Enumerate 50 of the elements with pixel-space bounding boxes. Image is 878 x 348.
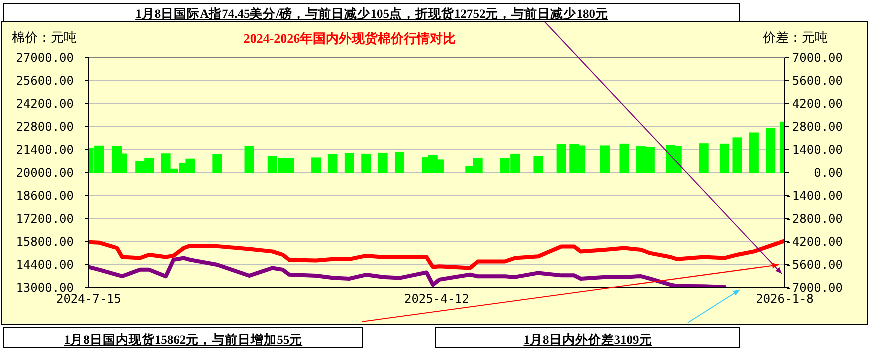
bar — [328, 154, 338, 173]
y2-tick-label: -7000.00 — [785, 281, 843, 295]
y-tick-label: 14400.00 — [16, 258, 74, 272]
y2-tick-label: -4200.00 — [785, 235, 843, 249]
bar — [720, 144, 730, 173]
bar — [312, 158, 322, 173]
y-tick-label: 22800.00 — [16, 120, 74, 134]
y2-tick-label: 1400.00 — [792, 143, 843, 157]
bar — [534, 156, 544, 173]
y2-tick-label: 5600.00 — [792, 74, 843, 88]
bar — [620, 144, 630, 173]
y-axis-title: 棉价：元吨 — [12, 31, 77, 46]
x-tick-label: 2025-4-12 — [404, 292, 470, 306]
bar — [556, 144, 566, 173]
chart-title: 2024-2026年国内外现货棉价行情对比 — [244, 31, 456, 46]
y-tick-label: 25600.00 — [16, 74, 74, 88]
text: 1月8日国内现货15862元，与前日增加55元 — [64, 333, 303, 347]
bar — [362, 154, 372, 173]
y-tick-label: 24200.00 — [16, 97, 74, 111]
x-tick-label: 2024-7-15 — [56, 292, 122, 306]
y-tick-label: 13000.00 — [16, 281, 74, 295]
bar — [344, 153, 354, 173]
bar — [212, 154, 222, 173]
y2-axis-title: 价差：元吨 — [762, 31, 828, 46]
bar — [749, 132, 759, 173]
y2-tick-label: -2800.00 — [785, 212, 843, 226]
line-series — [89, 256, 727, 288]
bar — [766, 128, 776, 173]
bar — [244, 146, 254, 173]
y2-tick-label: -1400.00 — [785, 189, 843, 203]
bar — [378, 152, 388, 173]
bar — [699, 144, 709, 173]
bar — [732, 138, 742, 173]
bar — [600, 146, 610, 173]
y2-tick-label: 4200.00 — [792, 97, 843, 111]
y2-tick-label: 0.00 — [814, 166, 843, 180]
y-tick-label: 20000.00 — [16, 166, 74, 180]
y2-tick-label: -5600.00 — [785, 258, 843, 272]
y-tick-label: 27000.00 — [16, 51, 74, 65]
text: 1月8日国际A指74.45美分/磅，与前日减少105点，折现货12752元，与前日减少180元 — [136, 6, 608, 21]
line-series — [89, 238, 785, 270]
text: 1月8日内外价差3109元 — [524, 333, 652, 347]
x-tick-label: 2026-1-8 — [756, 292, 814, 306]
y-tick-label: 15800.00 — [16, 235, 74, 249]
bar — [395, 152, 405, 173]
y-tick-label: 21400.00 — [16, 143, 74, 157]
y2-tick-label: 2800.00 — [792, 120, 843, 134]
y-tick-label: 17200.00 — [16, 212, 74, 226]
y2-tick-label: 7000.00 — [792, 51, 843, 65]
y-tick-label: 18600.00 — [16, 189, 74, 203]
